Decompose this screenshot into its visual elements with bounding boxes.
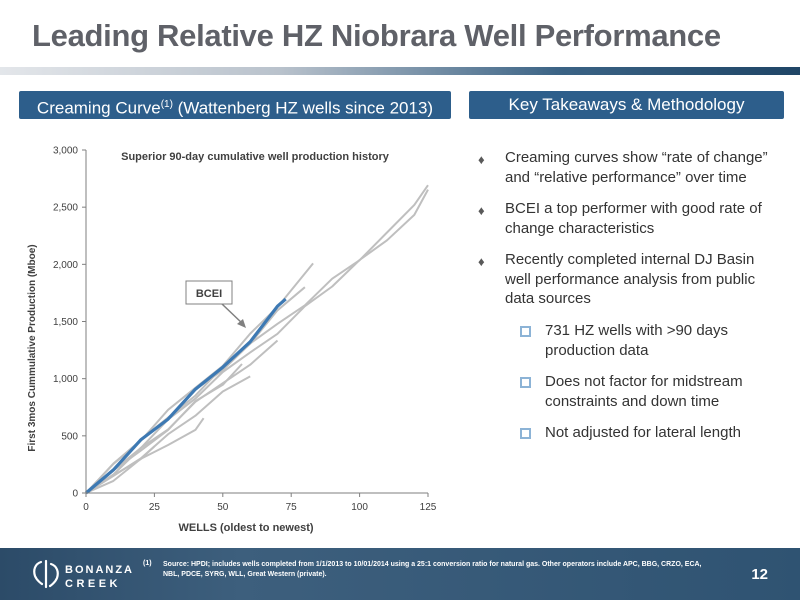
chart-axes: 0 500 1,000 1,500 2,000 2,500 3,000 0 25 50 75 100 1…: [53, 146, 437, 514]
drop-bullet-icon: ♦: [478, 152, 485, 167]
square-bullet-icon: [520, 377, 531, 388]
footnote-text: Source: HPDI; includes wells completed f…: [163, 561, 702, 578]
y-tick-label: 2,000: [53, 260, 78, 271]
sub-bullet-text: 731 HZ wells with >90 days production da…: [545, 322, 729, 359]
y-tick-label: 1,500: [53, 317, 78, 328]
methodology-sub-bullets: 731 HZ wells with >90 days production da…: [518, 321, 783, 455]
x-tick-label: 125: [420, 502, 437, 513]
y-tick-label: 3,000: [53, 146, 78, 157]
logo-wordmark-top: BONANZA: [65, 564, 134, 576]
sub-bullet: 731 HZ wells with >90 days production da…: [518, 321, 783, 360]
peer-lines-group: [85, 184, 429, 494]
y-tick-label: 2,500: [53, 203, 78, 214]
logo-wordmark-bottom: CREEK: [65, 578, 121, 590]
y-tick-label: 0: [72, 489, 78, 500]
bcei-series-line: [84, 297, 287, 495]
takeaway-bullet: ♦ Recently completed internal DJ Basin we…: [478, 250, 783, 309]
sub-bullet-text: Does not factor for midstream constraint…: [545, 373, 743, 410]
peer-series-line: [85, 184, 429, 494]
square-bullet-icon: [520, 428, 531, 439]
takeaway-bullet-text: Creaming curves show “rate of change” an…: [505, 149, 768, 186]
square-bullet-icon: [520, 326, 531, 337]
chart-title: Superior 90-day cumulative well producti…: [121, 151, 390, 163]
sub-bullet: Does not factor for midstream constraint…: [518, 372, 783, 411]
x-axis-label: WELLS (oldest to newest): [178, 522, 313, 534]
peer-series-line: [85, 189, 429, 494]
logo-mark-icon: [33, 559, 59, 589]
footnote-number: (1): [143, 560, 152, 567]
y-tick-label: 500: [61, 431, 78, 442]
footer-band: [0, 548, 800, 600]
sub-bullet: Not adjusted for lateral length: [518, 423, 783, 443]
creaming-curve-header-footnote-ref: (1): [160, 99, 173, 110]
drop-bullet-icon: ♦: [478, 203, 485, 218]
key-takeaways-header: Key Takeaways & Methodology: [469, 91, 784, 119]
peer-series-line: [85, 445, 156, 494]
takeaway-bullets: ♦ Creaming curves show “rate of change” a…: [478, 148, 783, 321]
bcei-line-group: [84, 297, 287, 495]
bcei-callout-label: BCEI: [196, 288, 222, 300]
y-tick-label: 1,000: [53, 374, 78, 385]
creaming-curve-header: Creaming Curve(1) (Wattenberg HZ wells s…: [19, 91, 451, 119]
x-tick-label: 0: [83, 502, 89, 513]
takeaway-bullet-text: Recently completed internal DJ Basin wel…: [505, 251, 756, 307]
creaming-curve-header-suffix: (Wattenberg HZ wells since 2013): [172, 98, 434, 118]
takeaway-bullet-text: BCEI a top performer with good rate of c…: [505, 200, 762, 237]
y-axis-label: First 3mos Cummulative Production (Mboe): [27, 244, 38, 451]
page-number: 12: [751, 566, 768, 583]
slide-title: Leading Relative HZ Niobrara Well Perfor…: [32, 18, 721, 53]
drop-bullet-icon: ♦: [478, 254, 485, 269]
creaming-curve-chart: 0 500 1,000 1,500 2,000 2,500 3,000 0 25 50 75 100 1…: [27, 146, 437, 535]
creaming-curve-header-text: Creaming Curve: [36, 98, 161, 118]
takeaway-bullet: ♦ BCEI a top performer with good rate of …: [478, 199, 783, 238]
takeaway-bullet: ♦ Creaming curves show “rate of change” a…: [478, 148, 783, 187]
title-divider-band: [0, 67, 800, 75]
x-tick-label: 100: [351, 502, 368, 513]
bcei-callout-box: [185, 280, 233, 305]
x-tick-label: 50: [217, 502, 229, 513]
peer-series-line: [85, 417, 205, 494]
x-tick-label: 25: [149, 502, 161, 513]
sub-bullet-text: Not adjusted for lateral length: [545, 424, 741, 441]
x-tick-label: 75: [286, 502, 298, 513]
bonanza-creek-logo: BONANZA CREEK: [33, 559, 134, 590]
bcei-callout-arrowhead: [237, 319, 246, 328]
